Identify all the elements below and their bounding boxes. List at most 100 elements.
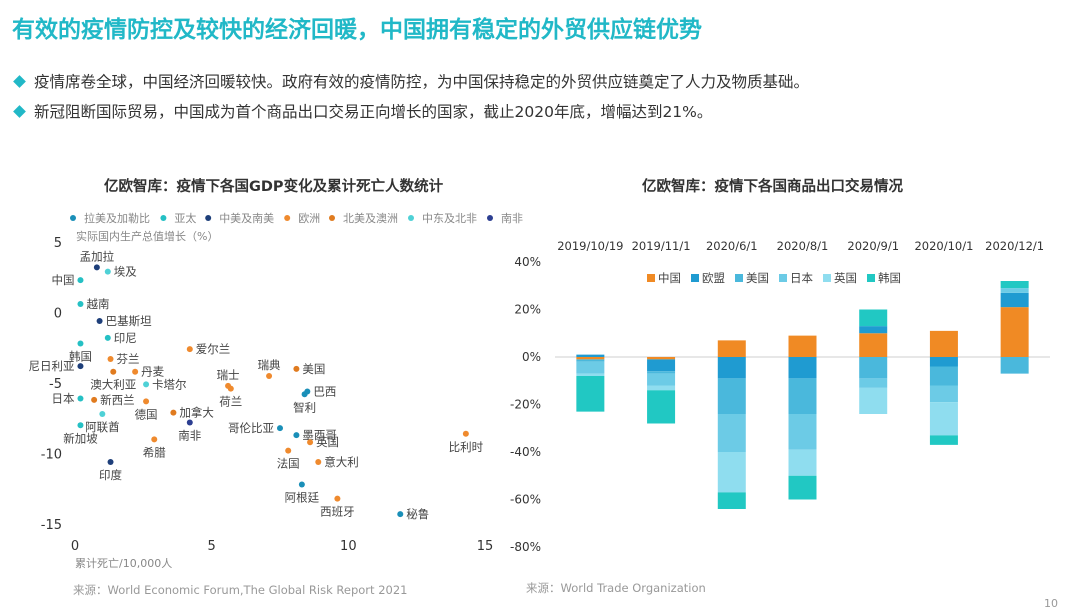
page-title: 有效的疫情防控及较快的经济回暖，中国拥有稳定的外贸供应链优势 bbox=[12, 17, 702, 43]
y-tick-label: -5 bbox=[49, 377, 62, 392]
data-point bbox=[266, 372, 273, 379]
y-tick-label: -10 bbox=[41, 448, 62, 463]
data-point bbox=[77, 340, 84, 347]
point-label: 西班牙 bbox=[320, 505, 355, 519]
y-tick-label: 40% bbox=[514, 255, 541, 269]
point-label: 卡塔尔 bbox=[152, 377, 187, 391]
bar-segment bbox=[576, 373, 605, 376]
category-label: 2019/11/1 bbox=[632, 239, 691, 253]
scatter-chart: 拉美及加勒比 亚太 中美及南美 欧洲 北美及澳洲 中东及北非 南非实际国内生产总值增长（%）… bbox=[28, 211, 523, 570]
bar-segment bbox=[647, 390, 676, 424]
y-axis-label: 实际国内生产总值增长（%） bbox=[76, 229, 218, 243]
bullet-list: 疫情席卷全球，中国经济回暖较快。政府有效的疫情防控，为中国保持稳定的外贸供应链奠… bbox=[12, 66, 809, 126]
bar-segment bbox=[929, 357, 958, 367]
data-point bbox=[77, 395, 84, 402]
data-point bbox=[77, 422, 84, 429]
legend-label: 欧洲 bbox=[298, 212, 320, 225]
bar-segment bbox=[859, 378, 888, 388]
data-point bbox=[277, 425, 283, 432]
bar-segment bbox=[717, 414, 746, 452]
point-label: 南非 bbox=[178, 428, 201, 442]
bullet-item: 新冠阻断国际贸易，中国成为首个商品出口交易正向增长的国家，截止2020年底，增幅… bbox=[12, 96, 809, 126]
legend-swatch bbox=[779, 274, 787, 282]
data-point bbox=[334, 495, 341, 502]
category-label: 2020/6/1 bbox=[706, 239, 758, 253]
bar-segment bbox=[1000, 288, 1029, 293]
bar-segment bbox=[576, 361, 605, 374]
point-label: 芬兰 bbox=[117, 352, 140, 366]
point-label: 哥伦比亚 bbox=[228, 421, 274, 435]
legend-swatch bbox=[691, 274, 699, 282]
category-label: 2020/8/1 bbox=[777, 239, 829, 253]
bar-segment bbox=[647, 357, 676, 360]
category-label: 2020/10/1 bbox=[914, 239, 973, 253]
bar-segment bbox=[1000, 357, 1029, 374]
data-point bbox=[186, 419, 193, 426]
data-point bbox=[77, 277, 84, 284]
y-tick-label: -20% bbox=[510, 398, 541, 412]
data-point bbox=[307, 439, 314, 446]
bar-segment bbox=[647, 385, 676, 391]
bar-segment bbox=[647, 371, 676, 374]
bar-segment bbox=[788, 449, 817, 476]
legend-marker bbox=[329, 215, 335, 221]
x-axis-label: 累计死亡/10,000人 bbox=[75, 556, 172, 570]
bar-segment bbox=[1000, 281, 1029, 289]
bar-segment bbox=[1000, 307, 1029, 357]
bar-segment bbox=[929, 330, 958, 357]
point-label: 丹麦 bbox=[141, 365, 164, 379]
scatter-chart-title: 亿欧智库：疫情下各国GDP变化及累计死亡人数统计 bbox=[104, 179, 444, 195]
bar-segment bbox=[859, 333, 888, 357]
legend-marker bbox=[487, 215, 493, 221]
bar-segment bbox=[576, 357, 605, 360]
data-point bbox=[104, 334, 111, 341]
data-point bbox=[93, 264, 100, 271]
point-label: 英国 bbox=[316, 435, 339, 449]
bar-segment bbox=[576, 354, 605, 357]
bar-segment bbox=[859, 326, 888, 334]
bar-segment bbox=[859, 357, 888, 379]
point-label: 瑞士 bbox=[217, 368, 240, 382]
bar-segment bbox=[576, 376, 605, 412]
x-tick-label: 15 bbox=[477, 539, 494, 554]
category-label: 2020/12/1 bbox=[985, 239, 1044, 253]
data-point bbox=[301, 391, 308, 398]
point-label: 巴西 bbox=[313, 384, 336, 398]
data-point bbox=[315, 458, 322, 465]
legend-label: 拉美及加勒比 bbox=[84, 211, 150, 225]
legend-marker bbox=[205, 215, 212, 221]
point-label: 巴基斯坦 bbox=[106, 314, 152, 328]
bar-segment bbox=[717, 452, 746, 493]
point-label: 韩国 bbox=[69, 350, 92, 364]
data-point bbox=[132, 368, 139, 375]
point-label: 法国 bbox=[277, 457, 300, 471]
legend-label: 中东及北非 bbox=[422, 212, 477, 225]
legend-label: 中美及南美 bbox=[219, 212, 274, 225]
bar-segment bbox=[788, 357, 817, 379]
x-tick-label: 5 bbox=[208, 539, 216, 554]
data-point bbox=[285, 447, 292, 454]
bar-segment bbox=[929, 385, 958, 403]
point-label: 尼日利亚 bbox=[28, 359, 74, 373]
point-label: 秘鲁 bbox=[406, 507, 429, 521]
y-tick-label: 0% bbox=[522, 350, 541, 364]
legend-swatch bbox=[823, 274, 831, 282]
point-label: 越南 bbox=[86, 297, 109, 311]
point-label: 中国 bbox=[51, 273, 74, 287]
y-tick-label: 5 bbox=[54, 236, 62, 251]
legend-label: 日本 bbox=[790, 271, 813, 285]
scatter-source: 来源：World Economic Forum,The Global Risk … bbox=[73, 583, 408, 597]
data-point bbox=[143, 398, 150, 405]
data-point bbox=[227, 385, 234, 392]
bullet-text: 疫情席卷全球，中国经济回暖较快。政府有效的疫情防控，为中国保持稳定的外贸供应链奠… bbox=[34, 73, 810, 91]
data-point bbox=[397, 511, 404, 518]
point-label: 日本 bbox=[51, 392, 74, 406]
point-label: 瑞典 bbox=[258, 358, 281, 372]
data-point bbox=[293, 432, 300, 439]
data-point bbox=[293, 365, 300, 372]
bar-segment bbox=[859, 387, 888, 414]
legend-label: 北美及澳洲 bbox=[343, 212, 398, 225]
point-label: 澳大利亚 bbox=[90, 378, 136, 392]
y-tick-label: -15 bbox=[41, 518, 62, 533]
y-tick-label: 20% bbox=[514, 303, 541, 317]
